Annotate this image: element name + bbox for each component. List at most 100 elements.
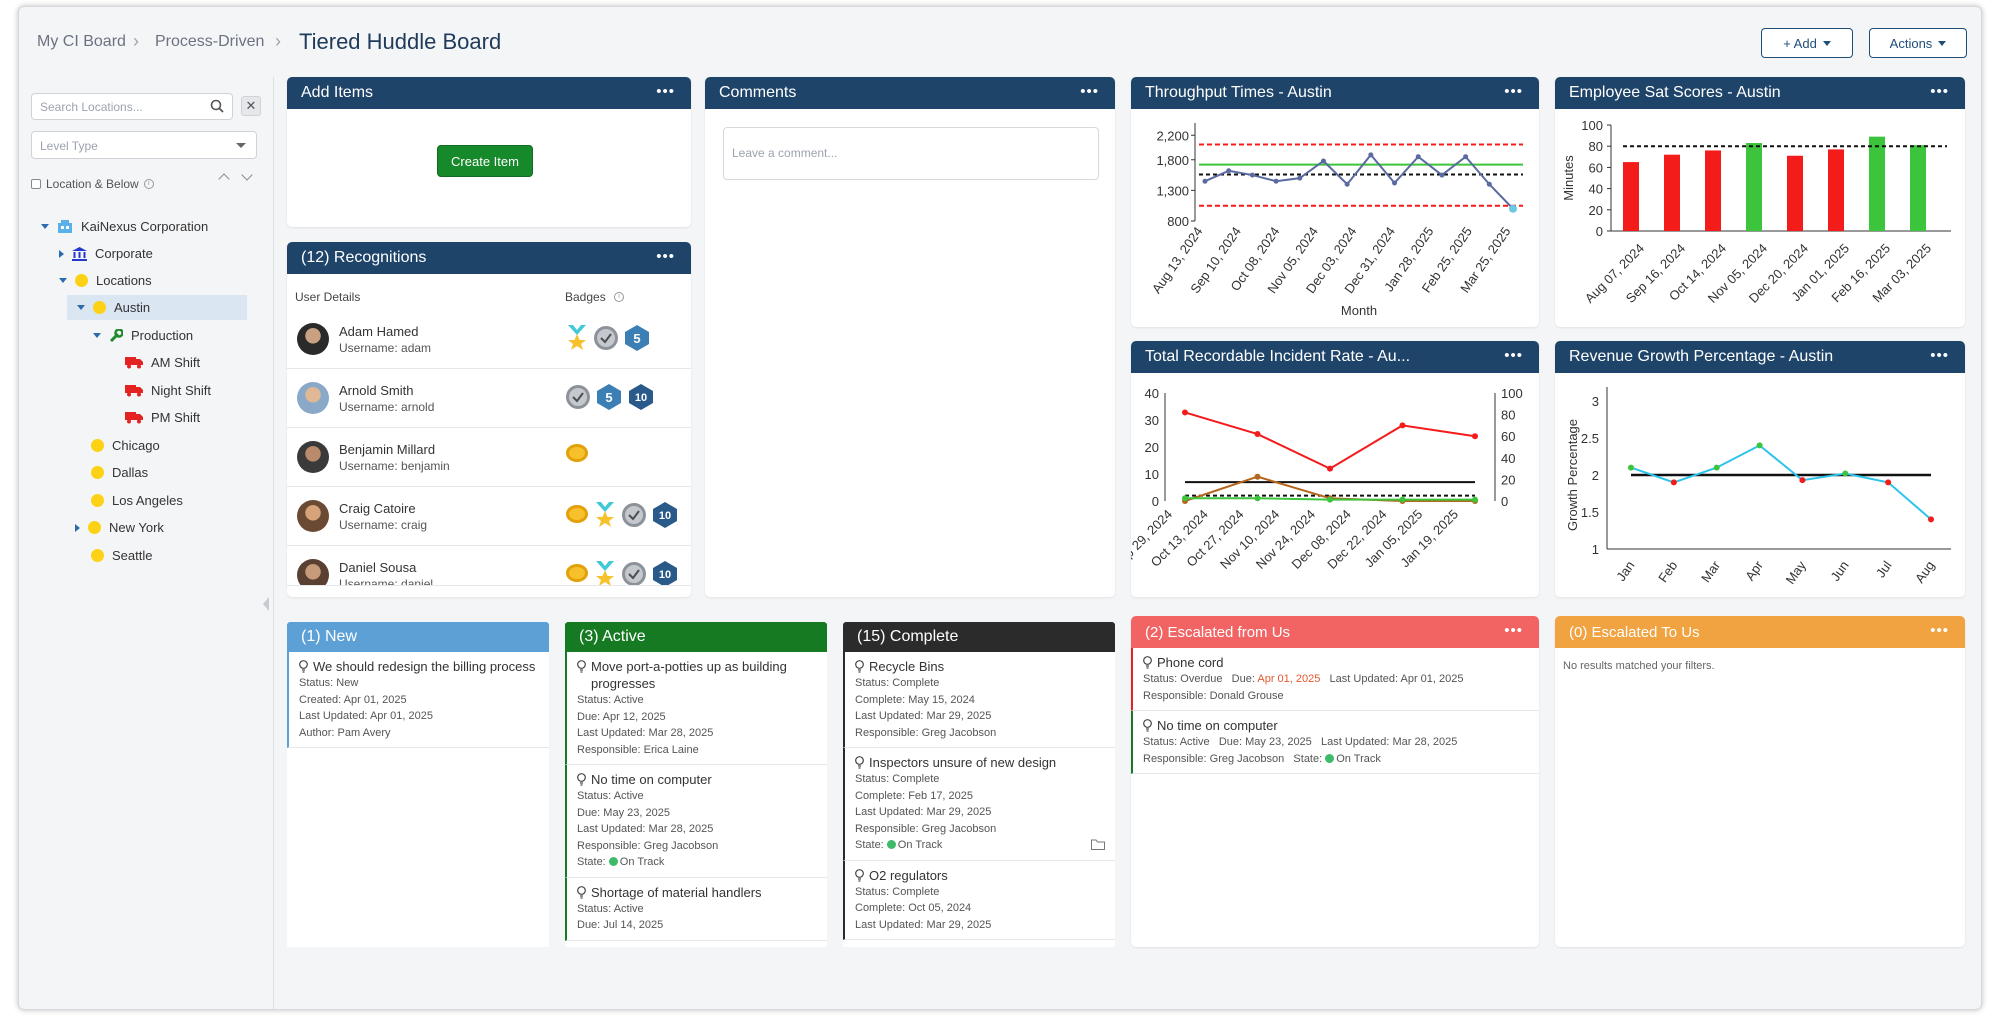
- x-axis-label: Month: [1341, 303, 1377, 318]
- state-value: On Track: [1336, 752, 1381, 765]
- recognition-row[interactable]: Craig Catoire Username: craig 10: [287, 487, 691, 546]
- actions-button[interactable]: Actions: [1869, 28, 1967, 58]
- panel-menu-button[interactable]: •••: [656, 248, 675, 265]
- panel-menu-button[interactable]: •••: [1504, 83, 1523, 100]
- card-status: Status: Complete: [855, 773, 940, 785]
- location-below-toggle[interactable]: Location & Below i: [31, 177, 154, 191]
- panel-header: Add Items •••: [287, 77, 691, 109]
- add-button[interactable]: + Add: [1761, 28, 1853, 58]
- lightbulb-icon: [1143, 656, 1152, 669]
- tree-item-production[interactable]: Production: [93, 323, 193, 348]
- lightbulb-icon: [299, 660, 308, 673]
- item-card[interactable]: Move port-a-potties up as building progr…: [565, 652, 827, 765]
- svg-text:10: 10: [659, 569, 671, 581]
- expand-arrow-icon[interactable]: [77, 305, 85, 310]
- breadcrumb-my-ci-board[interactable]: My CI Board: [37, 33, 126, 50]
- panel-menu-button[interactable]: •••: [1930, 83, 1949, 100]
- tree-item-seattle[interactable]: Seattle: [91, 543, 152, 568]
- card-completed: Complete: Feb 17, 2025: [855, 789, 974, 802]
- item-card[interactable]: We should redesign the billing process S…: [287, 652, 549, 748]
- recognition-row[interactable]: Benjamin Millard Username: benjamin: [287, 428, 691, 487]
- badge-list: 5: [565, 324, 651, 352]
- data-point: [1320, 158, 1326, 164]
- tree-item-am-shift[interactable]: AM Shift: [125, 350, 200, 375]
- create-item-button[interactable]: Create Item: [437, 145, 533, 177]
- expand-down-icon[interactable]: [241, 169, 253, 181]
- tree-item-dallas[interactable]: Dallas: [91, 460, 148, 485]
- panel-menu-button[interactable]: •••: [1080, 83, 1099, 100]
- location-below-checkbox[interactable]: [31, 179, 41, 189]
- y-tick-label: 1.5: [1581, 505, 1599, 520]
- data-point: [1327, 496, 1333, 503]
- data-point: [1885, 479, 1892, 486]
- card-state: State: On Track: [855, 837, 1107, 854]
- svg-text:5: 5: [633, 331, 640, 346]
- y-right-tick-label: 100: [1501, 386, 1523, 401]
- y-tick-label: 60: [1589, 160, 1603, 175]
- expand-arrow-icon[interactable]: [59, 249, 64, 258]
- tree-item-night-shift[interactable]: Night Shift: [125, 378, 211, 403]
- card-title: Recycle Bins: [869, 659, 945, 674]
- expand-arrow-icon[interactable]: [75, 523, 80, 532]
- recognition-row[interactable]: Adam Hamed Username: adam 5: [287, 310, 691, 369]
- data-point: [1472, 433, 1478, 440]
- breadcrumb-process-driven[interactable]: Process-Driven: [155, 33, 265, 50]
- data-point: [1392, 180, 1398, 186]
- folder-icon[interactable]: [1091, 839, 1105, 850]
- panel-menu-button[interactable]: •••: [1930, 622, 1949, 639]
- panel-menu-button[interactable]: •••: [1504, 347, 1523, 364]
- item-card[interactable]: No time on computer Status: Active Due: …: [565, 765, 827, 878]
- clear-search-button[interactable]: ✕: [241, 96, 261, 116]
- card-updated: Last Updated: Mar 29, 2025: [855, 918, 992, 931]
- item-card[interactable]: O2 regulators Status: Complete Complete:…: [843, 860, 1115, 940]
- level-type-select[interactable]: Level Type: [31, 131, 257, 159]
- data-point: [1254, 495, 1261, 502]
- tree-item-locations[interactable]: Locations: [59, 268, 152, 293]
- expand-arrow-icon[interactable]: [59, 278, 67, 283]
- y-left-tick-label: 40: [1145, 386, 1159, 401]
- card-updated: Last Updated: Apr 01, 2025: [299, 710, 433, 722]
- tree-item-label: Locations: [96, 273, 152, 288]
- collapse-up-icon[interactable]: [218, 173, 230, 185]
- comment-input[interactable]: Leave a comment...: [723, 127, 1099, 180]
- item-card[interactable]: Recycle Bins Status: Complete Complete: …: [843, 652, 1115, 748]
- recognition-row[interactable]: Arnold Smith Username: arnold 5 10: [287, 369, 691, 428]
- throughput-chart-panel: Throughput Times - Austin ••• 800 1,300 1,…: [1131, 77, 1539, 327]
- panel-menu-button[interactable]: •••: [1504, 622, 1523, 639]
- tree-item-corporate[interactable]: Corporate: [59, 241, 153, 266]
- tree-item-austin[interactable]: Austin: [67, 295, 247, 320]
- caret-down-icon: [236, 143, 246, 148]
- user-details-header: User Details: [295, 290, 361, 304]
- tree-item-new-york[interactable]: New York: [75, 515, 164, 540]
- column-header: (1) New: [287, 622, 549, 652]
- collapse-sidebar-icon[interactable]: [263, 597, 269, 611]
- svg-text:5: 5: [605, 390, 612, 405]
- recognition-row[interactable]: Daniel Sousa Username: daniel 10: [287, 546, 691, 586]
- escalated-card[interactable]: Phone cord Status: Overdue Due: Apr 01, …: [1131, 648, 1539, 711]
- tree-item-pm-shift[interactable]: PM Shift: [125, 405, 200, 430]
- panel-menu-button[interactable]: •••: [1930, 347, 1949, 364]
- data-point: [1226, 168, 1232, 174]
- search-locations-input[interactable]: Search Locations...: [31, 93, 233, 120]
- data-point: [1399, 496, 1406, 503]
- y-tick-label: 2.5: [1581, 431, 1599, 446]
- data-point: [1182, 409, 1188, 416]
- tree-item-kainexus[interactable]: KaiNexus Corporation: [41, 214, 208, 239]
- panel-title: Add Items: [301, 84, 374, 101]
- panel-menu-button[interactable]: •••: [656, 83, 675, 100]
- building-icon: [58, 219, 72, 233]
- item-card[interactable]: Inspectors unsure of new design Status: …: [843, 748, 1115, 861]
- expand-arrow-icon[interactable]: [93, 333, 101, 338]
- item-card[interactable]: Shortage of material handlers Status: Ac…: [565, 877, 827, 941]
- y-right-tick-label: 20: [1501, 472, 1515, 487]
- escalated-card[interactable]: No time on computer Status: Active Due: …: [1131, 711, 1539, 774]
- svg-text:10: 10: [635, 392, 647, 404]
- y-tick-label: 1,300: [1156, 183, 1189, 198]
- column-header: (15) Complete: [843, 622, 1115, 652]
- y-tick-label: 2: [1592, 468, 1599, 483]
- panel-header: Comments •••: [705, 77, 1115, 109]
- expand-arrow-icon[interactable]: [41, 224, 49, 229]
- tree-item-los-angeles[interactable]: Los Angeles: [91, 488, 183, 513]
- tree-item-chicago[interactable]: Chicago: [91, 433, 160, 458]
